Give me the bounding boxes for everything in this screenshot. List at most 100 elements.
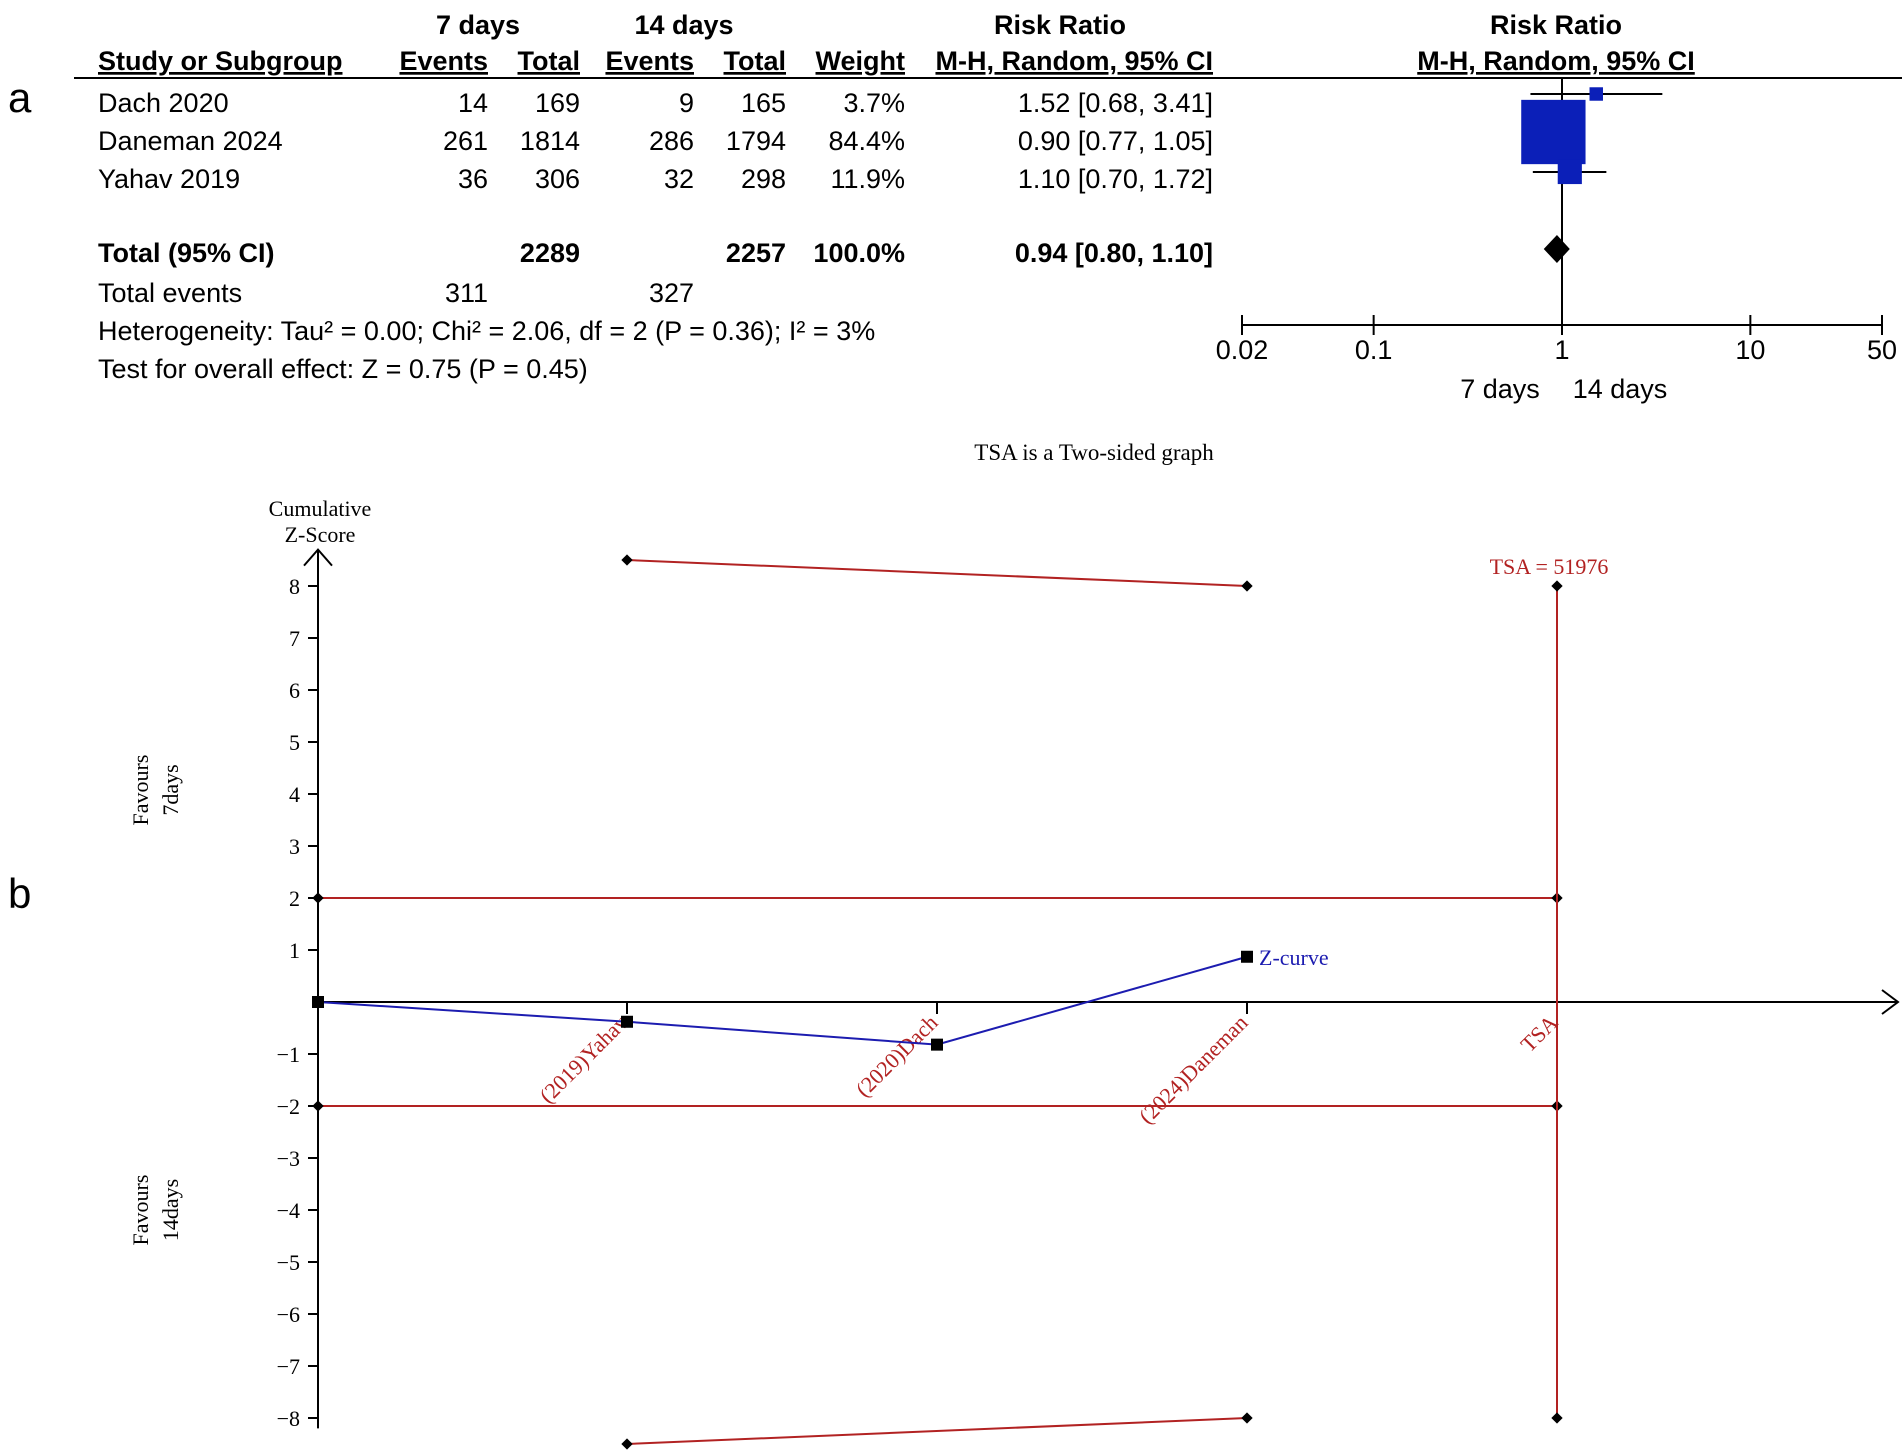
risk-ratio-column-header: Risk Ratio bbox=[994, 10, 1126, 40]
risk-ratio-ci: 1.10 [0.70, 1.72] bbox=[1018, 164, 1213, 194]
x-tick-label: 0.02 bbox=[1216, 335, 1269, 365]
events-14-days: 9 bbox=[679, 88, 694, 118]
study-name: Daneman 2024 bbox=[98, 126, 283, 156]
tsa-size-label: TSA = 51976 bbox=[1490, 554, 1609, 579]
events-14-days: 286 bbox=[649, 126, 694, 156]
z-curve-point bbox=[931, 1038, 943, 1051]
heterogeneity-text: Heterogeneity: Tau² = 0.00; Chi² = 2.06,… bbox=[98, 316, 875, 346]
panel-label-b: b bbox=[8, 870, 31, 917]
total-14-days: 298 bbox=[741, 164, 786, 194]
boundary-point bbox=[312, 1100, 324, 1112]
total-14-days: 165 bbox=[741, 88, 786, 118]
forest-plot-area: 0.02 0.1 1 10 50 bbox=[1216, 78, 1897, 365]
boundary-point bbox=[621, 1438, 633, 1450]
y-tick-label: 8 bbox=[289, 574, 300, 599]
y-tick-label: 6 bbox=[289, 678, 300, 703]
z-curve-point bbox=[312, 996, 324, 1008]
study-row: Yahav 2019 36 306 32 298 11.9% 1.10 [0.7… bbox=[98, 164, 1213, 194]
group-header-14-days: 14 days bbox=[634, 10, 733, 40]
risk-ratio-ci: 0.90 [0.77, 1.05] bbox=[1018, 126, 1213, 156]
effect-marker bbox=[1589, 87, 1603, 101]
total-header-7-days: Total bbox=[518, 46, 581, 76]
y-tick-label: −3 bbox=[277, 1146, 300, 1171]
study-name: Yahav 2019 bbox=[98, 164, 240, 194]
x-category-label: (2020)Dach bbox=[851, 1010, 943, 1102]
y-tick-label: −1 bbox=[277, 1042, 300, 1067]
favours-left-label: 7 days bbox=[1460, 374, 1540, 404]
x-axis-arrow bbox=[1881, 989, 1900, 1015]
events-header-14-days: Events bbox=[605, 46, 694, 76]
x-category-label: (2019)Yahav bbox=[534, 1010, 632, 1108]
events-7-days: 261 bbox=[443, 126, 488, 156]
total-7-days: 169 bbox=[535, 88, 580, 118]
weight-value: 84.4% bbox=[828, 126, 905, 156]
overall-effect-text: Test for overall effect: Z = 0.75 (P = 0… bbox=[98, 354, 588, 384]
weight-header: Weight bbox=[816, 46, 906, 76]
study-name: Dach 2020 bbox=[98, 88, 229, 118]
pooled-diamond bbox=[1543, 235, 1570, 263]
y-tick-label: −8 bbox=[277, 1406, 300, 1431]
lower-monitoring-boundary bbox=[626, 1417, 1248, 1445]
total-label: Total (95% CI) bbox=[98, 238, 275, 268]
events-7-days: 36 bbox=[458, 164, 488, 194]
total-weight: 100.0% bbox=[813, 238, 905, 268]
boundary-point bbox=[1241, 1412, 1253, 1424]
y-tick-label: 5 bbox=[289, 730, 300, 755]
boundary-point bbox=[1241, 580, 1253, 592]
x-category-label: TSA bbox=[1515, 1010, 1562, 1057]
favours-top-label-line1: Favours bbox=[128, 755, 153, 826]
total-row: Total (95% CI) 2289 2257 100.0% 0.94 [0.… bbox=[98, 238, 1213, 268]
risk-ratio-ci: 1.52 [0.68, 3.41] bbox=[1018, 88, 1213, 118]
total-14-days: 2257 bbox=[726, 238, 786, 268]
tsa-plot-area: 8 7 6 5 4 3 2 1 −1 −2 −3 −4 −5 −6 −7 −8 (2019)Yahav (2020… bbox=[277, 548, 1900, 1450]
events-header-7-days: Events bbox=[399, 46, 488, 76]
y-tick-label: −4 bbox=[277, 1198, 300, 1223]
y-tick-label: 1 bbox=[289, 938, 300, 963]
total-events-14-days: 327 bbox=[649, 278, 694, 308]
favours-bottom-label-line1: Favours bbox=[128, 1175, 153, 1246]
weight-value: 3.7% bbox=[843, 88, 905, 118]
x-tick-label: 0.1 bbox=[1355, 335, 1393, 365]
total-events-label: Total events bbox=[98, 278, 242, 308]
x-tick-label: 1 bbox=[1554, 335, 1569, 365]
y-axis-label-line2: Z-Score bbox=[285, 522, 356, 547]
method-plot-header: M-H, Random, 95% CI bbox=[1417, 46, 1695, 76]
forest-plot-panel: a 7 days 14 days Risk Ratio Risk Ratio S… bbox=[8, 10, 1902, 404]
risk-ratio-plot-header: Risk Ratio bbox=[1490, 10, 1622, 40]
events-14-days: 32 bbox=[664, 164, 694, 194]
y-tick-label: −7 bbox=[277, 1354, 300, 1379]
events-7-days: 14 bbox=[458, 88, 488, 118]
favours-top-label-line2: 7days bbox=[158, 764, 183, 815]
z-curve-line bbox=[317, 955, 1248, 1046]
y-tick-label: 3 bbox=[289, 834, 300, 859]
y-tick-label: 4 bbox=[289, 782, 300, 807]
z-curve-point bbox=[621, 1015, 633, 1028]
x-tick-label: 50 bbox=[1867, 335, 1897, 365]
x-tick-label: 10 bbox=[1735, 335, 1765, 365]
effect-marker bbox=[1557, 159, 1582, 185]
upper-monitoring-boundary bbox=[626, 559, 1248, 587]
favours-right-label: 14 days bbox=[1573, 374, 1668, 404]
y-tick-label: −2 bbox=[277, 1094, 300, 1119]
tsa-panel: b TSA is a Two-sided graph Cumulative Z-… bbox=[8, 440, 1900, 1450]
y-tick-label: −5 bbox=[277, 1250, 300, 1275]
y-tick-label: −6 bbox=[277, 1302, 300, 1327]
effect-marker bbox=[1521, 99, 1586, 165]
z-curve-label: Z-curve bbox=[1259, 945, 1329, 970]
y-axis-label-line1: Cumulative bbox=[269, 496, 372, 521]
total-events-row: Total events 311 327 bbox=[98, 278, 694, 308]
z-curve-point bbox=[1241, 950, 1253, 963]
total-14-days: 1794 bbox=[726, 126, 786, 156]
panel-label-a: a bbox=[8, 74, 32, 121]
total-header-14-days: Total bbox=[724, 46, 787, 76]
x-category-label: (2024)Daneman bbox=[1134, 1010, 1253, 1129]
study-row: Dach 2020 14 169 9 165 3.7% 1.52 [0.68, … bbox=[98, 88, 1213, 118]
y-axis-arrow bbox=[303, 548, 333, 567]
boundary-point bbox=[1551, 580, 1563, 592]
total-7-days: 1814 bbox=[520, 126, 580, 156]
total-7-days: 2289 bbox=[520, 238, 580, 268]
boundary-point bbox=[1551, 1412, 1563, 1424]
boundary-point bbox=[312, 892, 324, 904]
favours-bottom-label-line2: 14days bbox=[158, 1179, 183, 1241]
